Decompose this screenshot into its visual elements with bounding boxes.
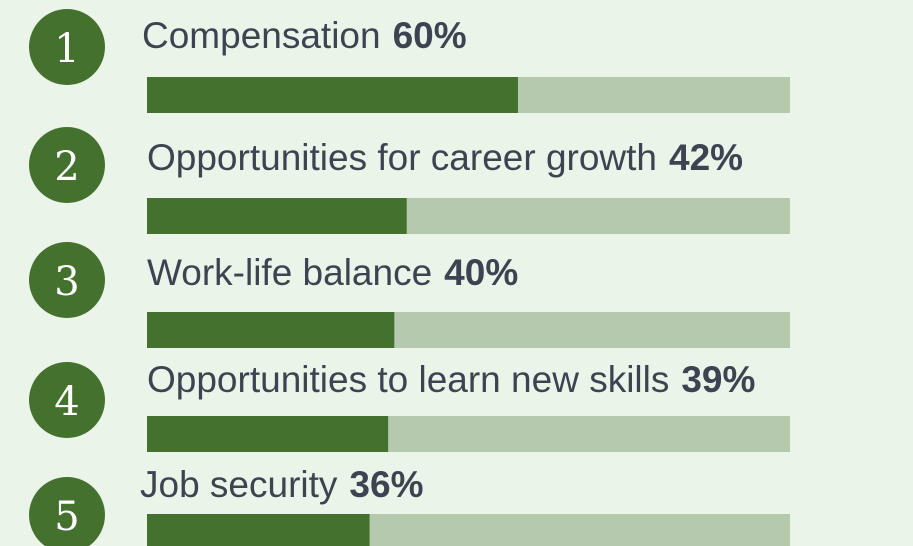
- category-label: Work-life balance: [147, 252, 432, 293]
- category-label: Opportunities for career growth: [147, 137, 657, 178]
- rank-badge: [29, 127, 105, 203]
- rank-number: 3: [54, 259, 79, 305]
- rank-number: 5: [54, 494, 79, 540]
- value-label: 42%: [669, 137, 743, 178]
- value-label: 39%: [681, 359, 755, 400]
- category-label: Opportunities to learn new skills: [147, 359, 669, 400]
- rank-number: 2: [54, 144, 79, 190]
- rank-badge: [29, 9, 105, 85]
- row-label: Work-life balance 40%: [147, 252, 518, 293]
- value-label: 60%: [393, 15, 467, 56]
- value-label: 40%: [444, 252, 518, 293]
- category-label: Job security: [140, 464, 338, 505]
- rank-badge: [29, 362, 105, 438]
- rank-number: 4: [54, 379, 79, 425]
- bar: [147, 312, 395, 348]
- bar: [147, 416, 389, 452]
- value-label: 36%: [349, 464, 423, 505]
- row-label: Compensation 60%: [142, 15, 467, 56]
- rank-badge: [29, 477, 105, 546]
- row-label: Opportunities for career growth 42%: [147, 137, 743, 178]
- bar: [147, 77, 518, 113]
- category-label: Compensation: [142, 15, 381, 56]
- rank-badge: [29, 242, 105, 318]
- row-label: Job security 36%: [140, 464, 423, 505]
- bar: [147, 514, 370, 546]
- rank-number: 1: [54, 26, 79, 72]
- bar: [147, 198, 407, 234]
- row-label: Opportunities to learn new skills 39%: [147, 359, 755, 400]
